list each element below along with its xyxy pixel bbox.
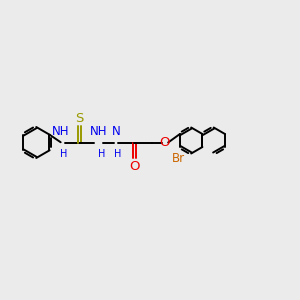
Text: S: S	[76, 112, 84, 124]
Text: O: O	[129, 160, 140, 172]
Text: NH: NH	[52, 125, 70, 138]
Text: N: N	[112, 125, 121, 138]
Text: O: O	[160, 136, 170, 149]
Text: H: H	[60, 149, 68, 159]
Text: H: H	[115, 149, 122, 159]
Text: NH: NH	[90, 125, 107, 138]
Text: H: H	[98, 149, 105, 159]
Text: Br: Br	[172, 152, 185, 165]
